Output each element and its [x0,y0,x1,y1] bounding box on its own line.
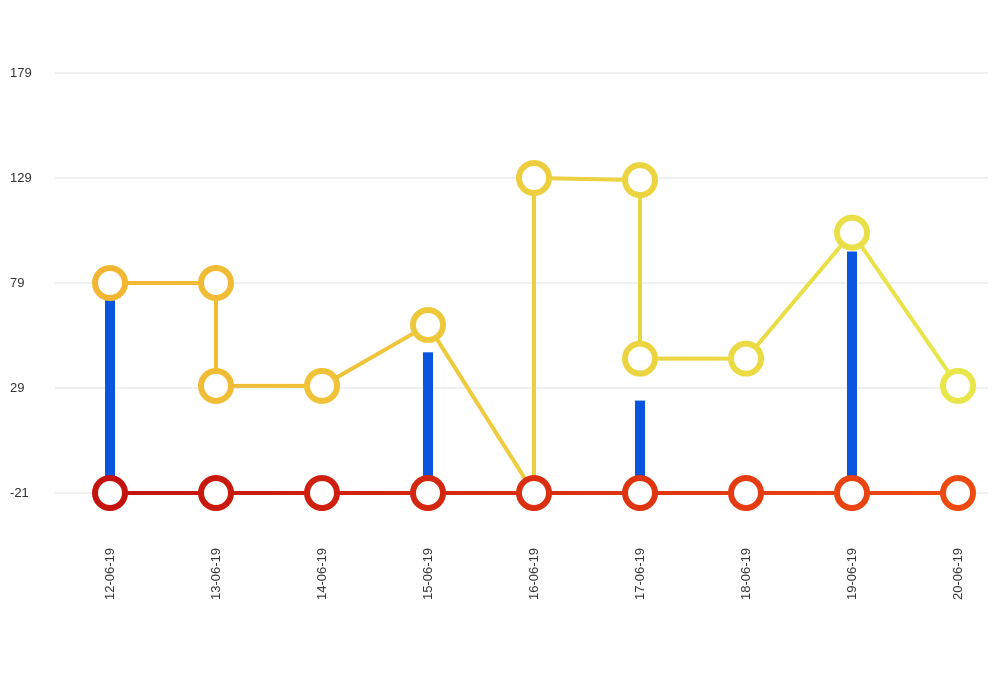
red-series-marker [410,475,446,511]
bar [423,352,433,493]
yellow-series-line [110,176,960,495]
yellow-series-marker [304,367,340,404]
red-series-marker [728,475,764,511]
y-tick-label: 179 [10,65,32,80]
x-tick-label: 12-06-19 [102,548,117,600]
red-series-marker [834,475,870,511]
red-series-marker [622,475,658,511]
x-tick-label: 15-06-19 [420,548,435,600]
x-tick-label: 16-06-19 [526,548,541,600]
y-tick-label: 79 [10,275,24,290]
yellow-series-marker [198,265,234,301]
yellow-line-series [110,176,960,495]
yellow-series-marker [622,340,658,377]
y-tick-label: -21 [10,485,29,500]
x-axis-ticks: 12-06-19 13-06-19 14-06-19 15-06-19 16-06-19… [102,548,965,600]
bar-series [105,251,857,493]
bar [847,251,857,493]
yellow-series-marker [198,367,234,404]
y-tick-label: 29 [10,380,24,395]
bar [105,287,115,493]
yellow-series-marker [940,367,976,404]
yellow-series-marker [834,214,870,251]
red-series-marker [304,475,340,511]
y-axis-ticks: -21 29 79 129 179 [10,65,32,500]
yellow-series-marker [410,307,446,343]
yellow-series-marker [728,340,764,377]
red-series-marker [940,475,976,511]
y-tick-label: 129 [10,170,32,185]
yellow-series-marker [622,162,658,199]
yellow-series-marker [92,265,128,301]
yellow-series-marker [516,160,552,196]
x-tick-label: 19-06-19 [844,548,859,600]
x-tick-label: 20-06-19 [950,548,965,600]
x-tick-label: 14-06-19 [314,548,329,600]
red-series-marker [198,475,234,511]
x-tick-label: 18-06-19 [738,548,753,600]
bar [635,400,645,493]
x-tick-label: 17-06-19 [632,548,647,600]
markers [92,160,976,511]
red-series-marker [516,475,552,511]
x-tick-label: 13-06-19 [208,548,223,600]
red-series-marker [92,475,128,511]
